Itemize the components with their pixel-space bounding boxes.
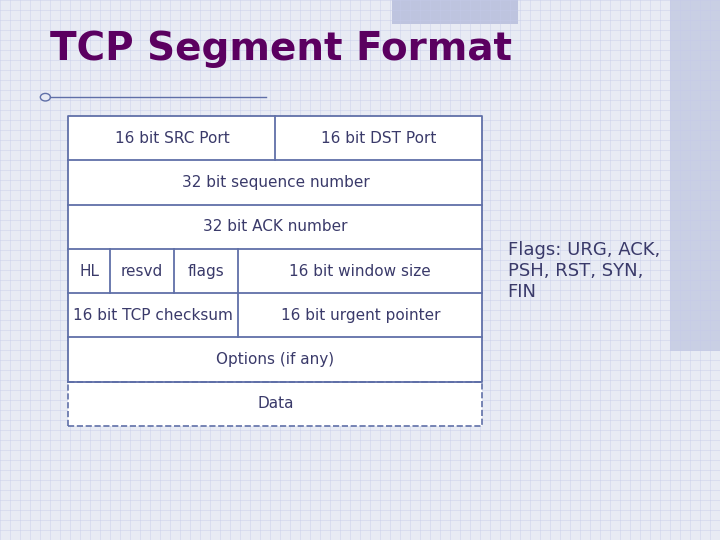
- Text: Options (if any): Options (if any): [216, 352, 335, 367]
- Text: resvd: resvd: [121, 264, 163, 279]
- Text: 16 bit TCP checksum: 16 bit TCP checksum: [73, 308, 233, 323]
- Text: 16 bit window size: 16 bit window size: [289, 264, 431, 279]
- Text: 32 bit ACK number: 32 bit ACK number: [203, 219, 348, 234]
- Text: Flags: URG, ACK,
PSH, RST, SYN,
FIN: Flags: URG, ACK, PSH, RST, SYN, FIN: [508, 241, 660, 301]
- Bar: [68, 116, 482, 382]
- Text: TCP Segment Format: TCP Segment Format: [50, 30, 513, 68]
- Text: Data: Data: [257, 396, 294, 411]
- Text: HL: HL: [79, 264, 99, 279]
- Text: 16 bit SRC Port: 16 bit SRC Port: [114, 131, 229, 146]
- Bar: [68, 382, 482, 426]
- Text: 16 bit DST Port: 16 bit DST Port: [321, 131, 436, 146]
- Bar: [392, 0, 518, 24]
- Text: 32 bit sequence number: 32 bit sequence number: [181, 175, 369, 190]
- Text: 16 bit urgent pointer: 16 bit urgent pointer: [281, 308, 440, 323]
- Text: flags: flags: [188, 264, 225, 279]
- Bar: [670, 0, 720, 351]
